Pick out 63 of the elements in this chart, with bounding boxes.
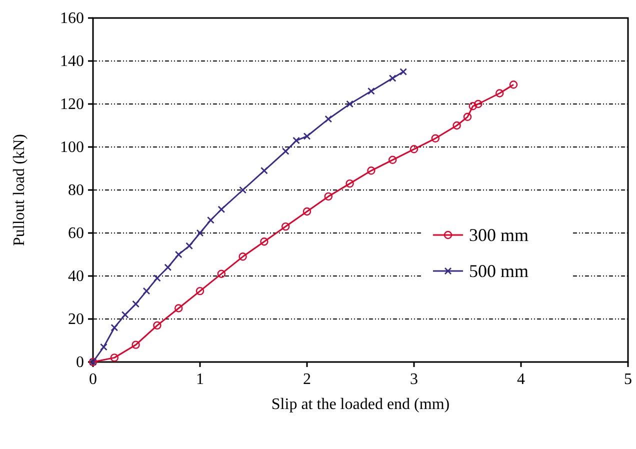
point [496,89,504,98]
point [463,112,472,121]
y-tick-label: 60 [68,225,84,242]
legend-label: 300 mm [469,225,529,245]
point [303,132,311,140]
point [142,287,150,295]
point [346,100,354,108]
y-axis-title: Pullout load (kN) [11,134,28,246]
point [324,192,332,201]
point [207,216,214,224]
y-tick-label: 160 [60,10,84,27]
point [132,300,140,308]
point [282,222,290,231]
x-tick-label: 4 [517,371,525,388]
point [100,343,108,351]
point [509,80,518,89]
y-tick-label: 20 [68,311,84,328]
y-tick-label: 80 [68,182,84,199]
legend-label: 500 mm [469,261,529,281]
point [174,250,182,258]
point [346,179,354,188]
point [260,166,268,174]
point [260,238,268,246]
point [174,304,183,312]
point [302,207,312,216]
point [164,264,172,272]
x-tick-label: 3 [410,371,418,388]
point [239,186,246,194]
x-tick-label: 5 [624,371,632,388]
point [121,311,129,318]
point [153,321,162,330]
y-tick-label: 100 [60,139,84,156]
point [367,166,376,175]
y-tick-label: 120 [60,96,84,113]
point [196,286,204,296]
y-tick-label: 40 [68,268,84,285]
x-tick-label: 1 [196,371,204,388]
point [388,74,396,82]
point [452,121,461,130]
point [474,100,482,108]
point [110,354,118,362]
point [431,134,440,142]
point [154,274,161,282]
point [324,115,332,123]
point [218,206,226,214]
point [217,270,226,278]
point [400,68,407,76]
x-axis-title: Slip at the loaded end (mm) [271,396,450,413]
point [388,156,397,164]
point [186,242,193,250]
x-tick-label: 0 [89,371,97,388]
point [410,145,418,154]
x-tick-label: 2 [303,371,311,388]
point [282,148,290,155]
y-tick-label: 0 [76,354,84,371]
point [132,340,140,349]
point [238,252,247,261]
y-tick-label: 140 [60,53,84,70]
point [368,87,375,95]
point [196,229,204,237]
point [110,324,118,332]
point [292,136,300,144]
point [468,102,477,110]
